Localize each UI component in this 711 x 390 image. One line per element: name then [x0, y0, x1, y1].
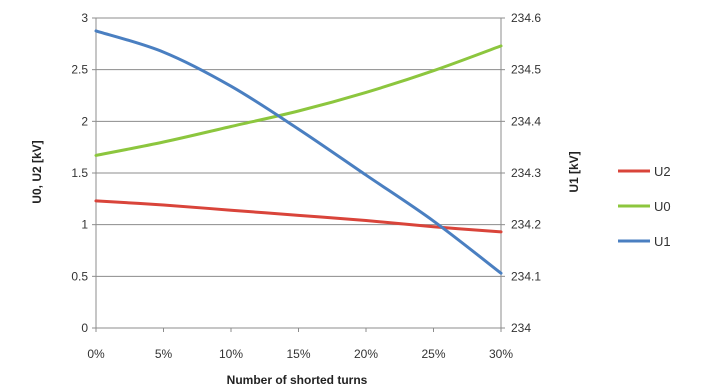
- legend-label-u1: U1: [654, 234, 671, 249]
- right-tick-label: 234.6: [511, 11, 541, 25]
- legend-label-u0: U0: [654, 199, 671, 214]
- right-tick-label: 234.1: [511, 269, 541, 283]
- right-tick-label: 234.2: [511, 218, 541, 232]
- right-tick-label: 234.3: [511, 166, 541, 180]
- series-line-u1: [94, 29, 503, 275]
- x-tick-label: 10%: [219, 347, 243, 361]
- series-line-u2: [94, 199, 503, 234]
- grid: [96, 17, 501, 277]
- right-axis-title: U1 [kV]: [567, 151, 581, 192]
- x-tick-label: 20%: [354, 347, 378, 361]
- left-axis-title: U0, U2 [kV]: [30, 140, 44, 203]
- x-tick-label: 0%: [87, 347, 105, 361]
- left-tick-label: 0.5: [71, 269, 88, 283]
- series-line-u0: [94, 44, 503, 157]
- legend: U2 U0 U1: [618, 164, 671, 249]
- legend-label-u2: U2: [654, 164, 671, 179]
- left-tick-label: 1: [81, 218, 88, 232]
- left-tick-label: 2: [81, 114, 88, 128]
- left-tick-label: 2.5: [71, 63, 88, 77]
- right-axis: 234 234.1 234.2 234.3 234.4 234.5 234.6: [500, 11, 541, 335]
- left-axis: 0 0.5 1 1.5 2 2.5 3: [71, 11, 97, 335]
- right-tick-label: 234: [511, 321, 531, 335]
- left-tick-label: 1.5: [71, 166, 88, 180]
- left-tick-label: 3: [81, 11, 88, 25]
- series-lines: [94, 29, 503, 275]
- x-axis: 0% 5% 10% 15% 20% 25% 30%: [87, 327, 513, 361]
- right-tick-label: 234.4: [511, 114, 541, 128]
- right-tick-label: 234.5: [511, 63, 541, 77]
- x-tick-label: 5%: [155, 347, 173, 361]
- x-axis-title: Number of shorted turns: [227, 373, 368, 387]
- x-tick-label: 25%: [421, 347, 445, 361]
- x-tick-label: 15%: [286, 347, 310, 361]
- left-tick-label: 0: [81, 321, 88, 335]
- x-tick-label: 30%: [489, 347, 513, 361]
